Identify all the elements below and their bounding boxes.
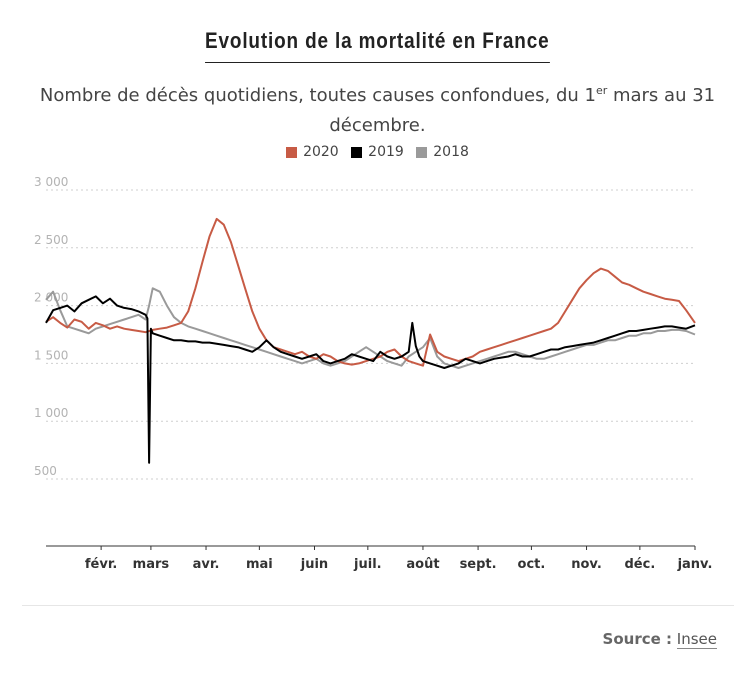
x-tick-label: mars bbox=[133, 557, 170, 572]
series-line-2018 bbox=[45, 287, 696, 369]
subtitle-text-end: mars au 31 décembre. bbox=[329, 85, 716, 136]
y-tick-label: 1 000 bbox=[34, 406, 68, 420]
chart-title: Evolution de la mortalité en France bbox=[205, 28, 550, 63]
x-tick-label: nov. bbox=[571, 557, 602, 572]
footer-divider bbox=[22, 605, 734, 606]
x-tick-label: mai bbox=[246, 557, 273, 572]
y-tick-label: 2 000 bbox=[34, 291, 68, 305]
series-line-2019 bbox=[45, 295, 696, 464]
x-tick-label: déc. bbox=[624, 557, 655, 572]
subtitle-superscript: er bbox=[595, 84, 608, 97]
x-tick-label: août bbox=[406, 557, 439, 572]
source-note: Source : Insee bbox=[602, 630, 717, 649]
source-label: Source : bbox=[602, 630, 673, 648]
x-tick-label: juin bbox=[300, 557, 328, 572]
legend-item-2018: 2018 bbox=[416, 144, 469, 160]
source-link[interactable]: Insee bbox=[676, 630, 717, 649]
legend-swatch-2020 bbox=[286, 146, 298, 158]
legend-item-2020: 2020 bbox=[286, 144, 339, 160]
subtitle-text: Nombre de décès quotidiens, toutes cause… bbox=[39, 85, 596, 106]
y-tick-label: 2 500 bbox=[34, 233, 68, 247]
x-tick-label: oct. bbox=[518, 557, 546, 572]
x-tick-label: janv. bbox=[677, 557, 713, 572]
legend-label-2019: 2019 bbox=[368, 144, 404, 160]
legend-swatch-2018 bbox=[416, 146, 428, 158]
x-tick-label: juil. bbox=[353, 557, 382, 572]
y-tick-label: 3 000 bbox=[34, 175, 68, 189]
y-tick-label: 1 500 bbox=[34, 348, 68, 362]
x-tick-label: févr. bbox=[85, 557, 117, 572]
line-chart: 3 000 2 500 2 000 1 500 1 000 500 févr. mars avr… bbox=[34, 175, 713, 572]
legend: 2020 2019 2018 bbox=[0, 144, 755, 162]
legend-label-2020: 2020 bbox=[303, 144, 339, 160]
legend-swatch-2019 bbox=[351, 146, 363, 158]
y-tick-label: 500 bbox=[34, 464, 57, 478]
legend-label-2018: 2018 bbox=[433, 144, 469, 160]
legend-item-2019: 2019 bbox=[351, 144, 404, 160]
x-tick-label: avr. bbox=[193, 557, 220, 572]
x-tick-label: sept. bbox=[460, 557, 497, 572]
chart-subtitle: Nombre de décès quotidiens, toutes cause… bbox=[20, 76, 735, 141]
